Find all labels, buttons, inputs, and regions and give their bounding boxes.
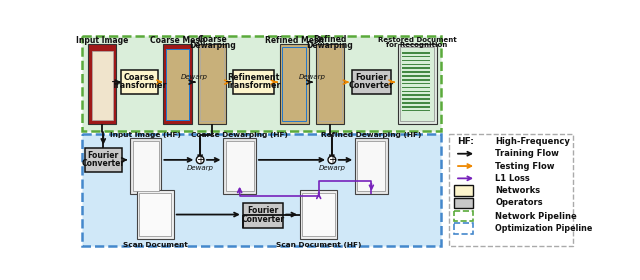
Bar [300,190,337,239]
Text: Dewarp: Dewarp [318,165,346,171]
Bar [92,50,113,120]
Bar [282,47,307,122]
Bar [166,49,189,120]
Bar [402,102,429,104]
Text: Testing Flow: Testing Flow [495,162,555,171]
Bar [121,70,157,94]
Bar [402,98,429,100]
Bar [402,52,429,53]
Text: Dewarp: Dewarp [299,74,326,80]
Text: Restored Document: Restored Document [378,37,456,43]
Bar [83,36,441,130]
Text: Dewarping: Dewarping [189,41,236,50]
Bar [402,87,429,88]
Bar [358,141,385,191]
Text: +: + [328,155,336,165]
Text: +: + [196,155,204,165]
Text: Transformer: Transformer [111,81,167,90]
Text: Converter: Converter [241,215,284,224]
Bar [454,211,473,221]
Circle shape [328,156,336,164]
Bar [402,79,429,81]
Bar [200,47,224,122]
Bar [303,193,335,236]
Text: HF:: HF: [457,137,474,146]
Text: Dewarp: Dewarp [187,165,214,171]
Text: Operators: Operators [495,199,543,207]
Bar [198,44,227,124]
Bar [454,185,473,196]
Text: Refined Dewarping (HF): Refined Dewarping (HF) [321,132,422,138]
Text: Network Pipeline: Network Pipeline [495,212,577,221]
Text: Training Flow: Training Flow [495,149,559,158]
Bar [139,193,172,236]
Text: Scan Document: Scan Document [123,242,188,248]
Bar [318,47,342,122]
Bar [402,67,429,69]
Bar [400,47,434,122]
Bar [402,64,429,65]
Bar [131,138,161,194]
Bar [136,190,174,239]
Bar [454,198,473,208]
Bar [132,141,159,191]
Bar [88,44,116,124]
Text: Coarse: Coarse [124,73,155,82]
Text: Refinement: Refinement [227,73,280,82]
Bar [280,44,308,124]
Bar [397,44,436,124]
Bar [449,134,573,246]
Bar [402,106,429,108]
Text: High-Frequency: High-Frequency [495,137,570,146]
Text: Dewarping: Dewarping [307,41,353,50]
Text: L1 Loss: L1 Loss [495,174,530,183]
Text: Converter: Converter [82,159,125,168]
Circle shape [196,156,204,164]
Bar [402,75,429,77]
Bar [226,141,253,191]
Text: Input Image (HF): Input Image (HF) [111,132,181,138]
Text: Fourier: Fourier [88,151,119,160]
Text: Scan Document (HF): Scan Document (HF) [276,242,362,248]
Text: Fourier: Fourier [355,73,388,82]
Bar [402,91,429,92]
Bar [402,110,429,111]
Bar [402,83,429,84]
Text: Converter: Converter [349,81,394,90]
Bar [84,148,122,172]
Text: Coarse Mesh: Coarse Mesh [150,36,205,45]
Text: Dewarp: Dewarp [181,74,208,80]
Bar [454,223,473,234]
Text: Refined Mesh: Refined Mesh [265,36,324,45]
Text: for Recognition: for Recognition [387,42,448,48]
Bar [355,138,388,194]
Bar [243,203,283,228]
Bar [223,138,256,194]
Text: Coarse: Coarse [197,35,227,44]
Bar [352,70,391,94]
Bar [402,71,429,73]
Bar [316,44,344,124]
Text: Input Image: Input Image [76,36,128,45]
Text: Optimization Pipeline: Optimization Pipeline [495,224,593,233]
Text: Fourier: Fourier [247,206,278,215]
Bar [234,70,274,94]
Bar [402,60,429,61]
Bar [163,44,191,124]
Bar [402,56,429,57]
Text: Refined: Refined [313,35,347,44]
Bar [83,134,441,246]
Bar [402,94,429,96]
Text: Coarse Dewarping (HF): Coarse Dewarping (HF) [191,132,288,138]
Text: Networks: Networks [495,186,541,195]
Text: Transformer: Transformer [226,81,282,90]
Bar [166,49,189,120]
